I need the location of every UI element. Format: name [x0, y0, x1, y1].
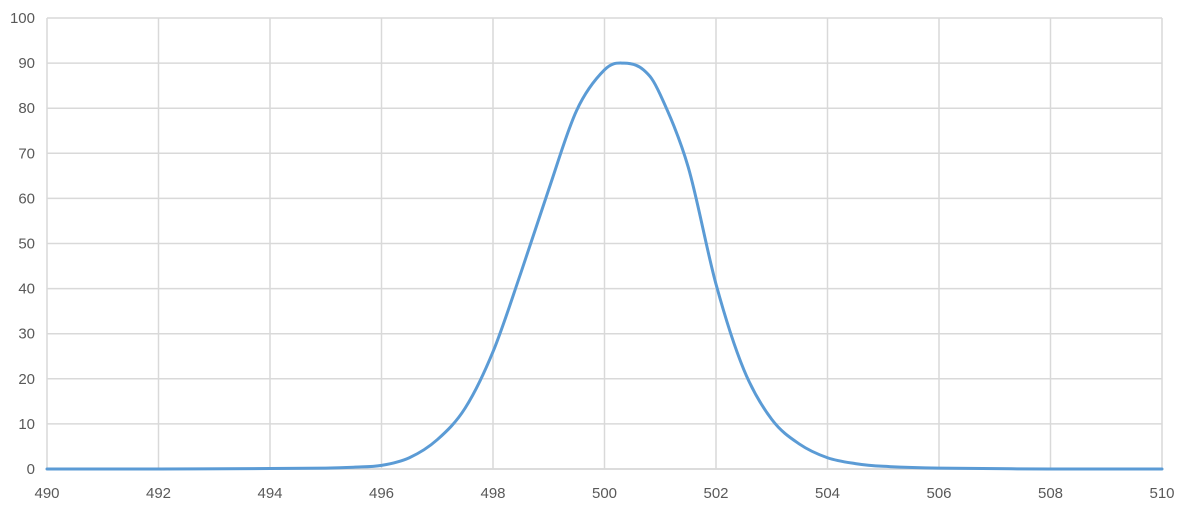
y-tick-label: 100	[10, 10, 35, 27]
y-tick-label: 80	[18, 100, 35, 117]
x-tick-label: 492	[146, 485, 171, 502]
y-tick-label: 50	[18, 236, 35, 253]
y-tick-label: 40	[18, 281, 35, 298]
x-tick-label: 498	[480, 485, 505, 502]
x-tick-label: 500	[592, 485, 617, 502]
y-tick-label: 30	[18, 326, 35, 343]
x-tick-label: 494	[257, 485, 282, 502]
x-tick-label: 496	[369, 485, 394, 502]
x-tick-label: 490	[34, 485, 59, 502]
x-tick-label: 502	[703, 485, 728, 502]
series-layer	[45, 61, 1164, 471]
y-tick-label: 70	[18, 145, 35, 162]
y-tick-label: 90	[18, 55, 35, 72]
gridlines	[46, 17, 1163, 470]
x-tick-label: 510	[1149, 485, 1174, 502]
x-tick-label: 506	[926, 485, 951, 502]
tick-labels: 0 10 20 30 40 50 60 70 80 90 100 490 492 494 496 498 500…	[10, 10, 1175, 502]
series-line	[45, 61, 1164, 471]
y-tick-label: 0	[27, 461, 35, 478]
x-tick-label: 508	[1038, 485, 1063, 502]
y-tick-label: 10	[18, 416, 35, 433]
y-tick-label: 20	[18, 371, 35, 388]
x-tick-label: 504	[815, 485, 840, 502]
y-tick-label: 60	[18, 190, 35, 207]
